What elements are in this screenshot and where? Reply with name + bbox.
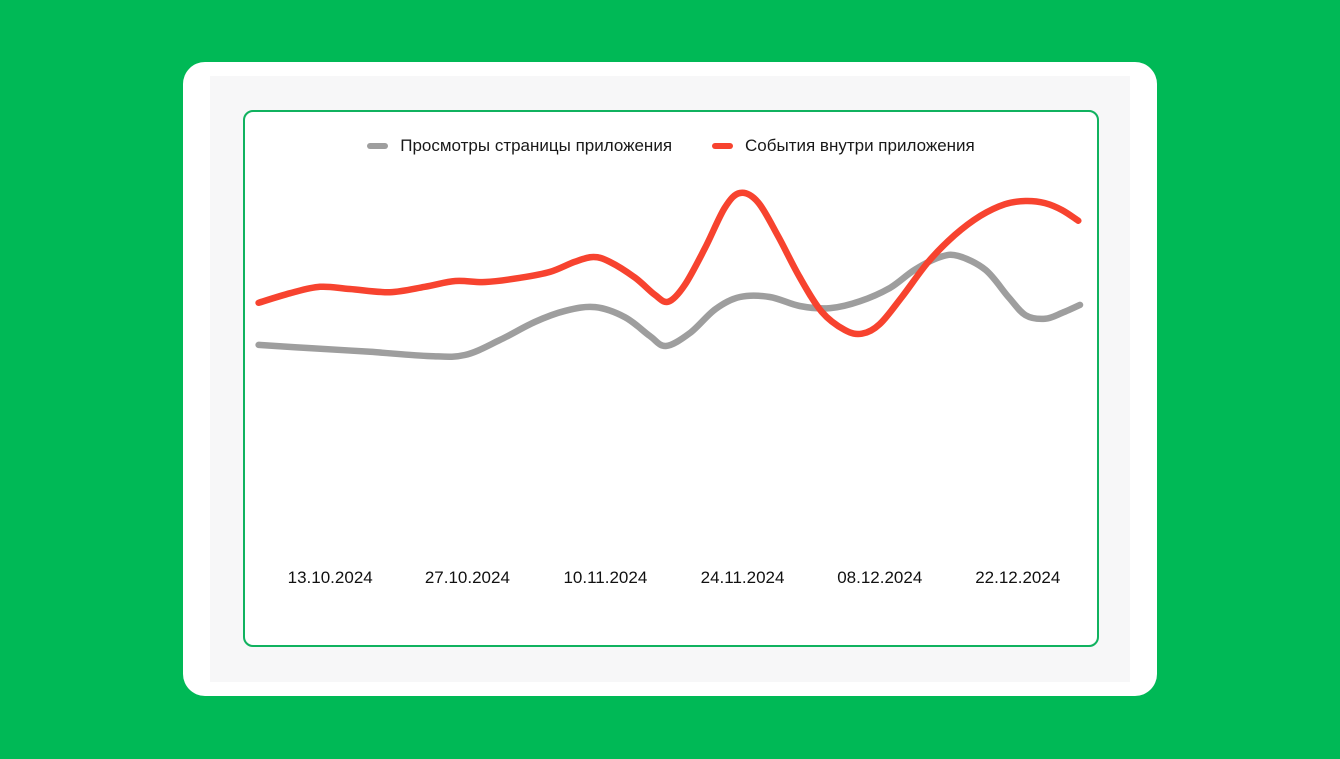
page-views-series-swatch-icon: [367, 143, 389, 149]
legend-item-in-app-events[interactable]: События внутри приложения: [712, 136, 975, 156]
legend-item-page-views[interactable]: Просмотры страницы приложения: [367, 136, 672, 156]
chart-panel: 13.10.2024 27.10.2024 10.11.2024 24.11.2024…: [243, 110, 1099, 647]
chart-surface: 13.10.2024 27.10.2024 10.11.2024 24.11.2024…: [210, 76, 1130, 682]
legend-label-in-app-events: События внутри приложения: [745, 136, 975, 155]
app-card: 13.10.2024 27.10.2024 10.11.2024 24.11.2024…: [183, 62, 1157, 696]
in-app-events-series-swatch-icon: [712, 143, 734, 149]
legend-label-page-views: Просмотры страницы приложения: [400, 136, 673, 155]
series-line-0: [255, 251, 1084, 360]
line-chart: [255, 189, 1084, 360]
series-line-1: [255, 189, 1082, 338]
chart-legend: Просмотры страницы приложения События вн…: [245, 136, 1097, 156]
